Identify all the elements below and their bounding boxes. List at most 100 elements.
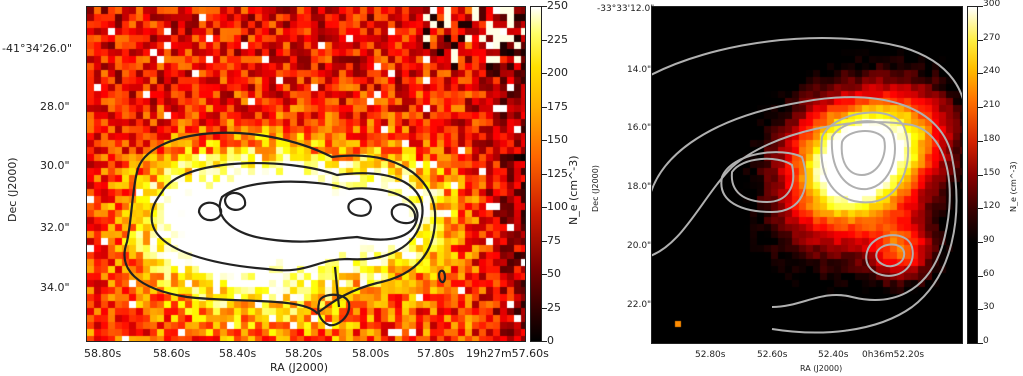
right-dec-tick: 16.0" <box>627 123 652 133</box>
left-colorbar-tick-mark <box>542 39 547 41</box>
right-ra-tick: 0h36m52.20s <box>862 350 925 360</box>
right-contour-line <box>830 120 896 191</box>
right-contours <box>652 37 962 334</box>
left-ra-tick: 19h27m57.60s <box>466 347 549 360</box>
right-density-image <box>652 7 962 343</box>
right-contour-line <box>865 234 914 277</box>
left-colorbar-label: N_e (cm^-3) <box>567 155 580 225</box>
left-colorbar-tick-label: 250 <box>547 0 568 12</box>
right-contour-line <box>652 96 958 334</box>
right-x-axis-title: RA (J2000) <box>800 364 843 373</box>
right-contour-line <box>840 130 886 177</box>
left-colorbar-tick-mark <box>542 173 547 175</box>
right-colorbar-tick-label: 90 <box>983 234 995 245</box>
left-contour-line <box>223 191 247 211</box>
left-dec-tick: 34.0" <box>40 281 70 294</box>
right-contour-line <box>720 151 807 214</box>
left-panel: -41°34'26.0" 28.0" 30.0" 32.0" 34.0" 58.… <box>2 0 580 374</box>
left-colorbar-tick-label: 175 <box>547 99 568 113</box>
right-contour-line <box>652 121 951 308</box>
left-colorbar-tick-mark <box>542 6 547 7</box>
left-colorbar-tick-label: 25 <box>547 300 561 314</box>
left-contour-line <box>347 197 372 217</box>
left-colorbar-tick-mark <box>542 240 547 242</box>
right-density-map <box>651 6 963 344</box>
left-ra-tick: 58.60s <box>153 347 191 360</box>
left-colorbar-tick-label: 50 <box>547 267 561 280</box>
right-colorbar-tick-label: 60 <box>983 268 995 279</box>
left-colorbar-tick-label: 0 <box>547 334 554 347</box>
right-contour-line <box>820 111 910 204</box>
left-contours <box>123 131 447 327</box>
right-contour-line <box>875 243 906 268</box>
right-colorbar-tick-label: 150 <box>983 167 1001 178</box>
left-dec-tick: 32.0" <box>40 221 70 234</box>
left-colorbar-tick-mark <box>542 106 547 108</box>
right-dec-tick: 20.0" <box>627 241 652 251</box>
right-dec-tick: 18.0" <box>627 182 652 192</box>
right-dec-tick: -33°33'12.0" <box>597 4 655 14</box>
right-colorbar-tick-label: 0 <box>983 336 989 346</box>
left-contour-line <box>317 293 351 327</box>
left-colorbar-tick-label: 200 <box>547 66 568 79</box>
left-contour-line <box>197 201 223 222</box>
left-ra-tick: 58.80s <box>84 347 122 360</box>
left-colorbar-tick-label: 125 <box>547 166 568 180</box>
right-colorbar-tick-label: 120 <box>983 201 1001 212</box>
right-dec-tick: 14.0" <box>627 65 652 75</box>
right-dec-tick: 22.0" <box>627 300 652 310</box>
right-colorbar-tick-label: 240 <box>983 66 1001 77</box>
left-ra-tick: 57.80s <box>417 347 455 360</box>
left-density-map <box>86 6 526 342</box>
left-ra-tick: 58.20s <box>285 347 323 360</box>
right-colorbar <box>967 6 978 344</box>
right-colorbar-tick-mark <box>978 6 983 7</box>
right-colorbar-tick-mark <box>978 309 983 311</box>
right-colorbar-tick-mark <box>978 343 983 344</box>
left-contour-line <box>390 203 417 225</box>
left-colorbar-tick-mark <box>542 73 547 74</box>
left-ra-tick: 58.00s <box>352 347 390 360</box>
right-colorbar-tick-mark <box>978 73 983 75</box>
right-colorbar-tick-mark <box>978 140 983 142</box>
left-colorbar-tick-label: 150 <box>547 133 568 146</box>
right-colorbar-tick-label: 210 <box>983 100 1001 111</box>
left-dec-tick: 30.0" <box>40 159 70 172</box>
right-colorbar-tick-mark <box>978 208 983 210</box>
left-x-axis-title: RA (J2000) <box>270 361 329 374</box>
right-contour-line <box>730 157 795 204</box>
left-dec-tick: -41°34'26.0" <box>2 42 73 55</box>
left-colorbar-tick-label: 225 <box>547 32 568 46</box>
right-colorbar-tick-label: 270 <box>983 32 1001 43</box>
right-colorbar-label: N_e (cm^-3) <box>1009 161 1018 212</box>
right-colorbar-tick-mark <box>978 39 983 41</box>
left-contour-line <box>333 266 341 308</box>
left-colorbar-tick-label: 100 <box>547 200 568 213</box>
right-colorbar-tick-label: 180 <box>983 133 1001 144</box>
right-ra-tick: 52.80s <box>695 350 726 360</box>
left-contour-line <box>123 131 437 315</box>
right-panel: -33°33'12.0" 14.0" 16.0" 18.0" 20.0" 22.… <box>585 0 1023 376</box>
left-colorbar-tick-mark <box>542 274 547 275</box>
left-y-axis-title: Dec (J2000) <box>6 157 19 222</box>
left-ra-tick: 58.40s <box>219 347 257 360</box>
right-y-axis-title: Dec (J2000) <box>591 165 600 212</box>
left-colorbar-tick-mark <box>542 341 547 342</box>
left-colorbar-tick-label: 75 <box>547 233 561 247</box>
right-colorbar-tick-mark <box>978 241 983 243</box>
right-ra-tick: 52.40s <box>818 350 849 360</box>
right-colorbar-tick-mark <box>978 174 983 176</box>
left-contour-line <box>150 162 424 272</box>
left-colorbar-tick-mark <box>542 307 547 309</box>
left-contour-line <box>437 269 447 284</box>
left-colorbar <box>530 6 542 342</box>
right-ra-tick: 52.60s <box>757 350 788 360</box>
left-contour-line <box>218 180 419 243</box>
right-colorbar-tick-mark <box>978 107 983 109</box>
left-density-image <box>87 7 525 341</box>
right-contour-line <box>652 37 962 100</box>
left-colorbar-tick-mark <box>542 140 547 141</box>
left-dec-tick: 28.0" <box>40 100 70 113</box>
right-colorbar-tick-mark <box>978 275 983 277</box>
left-colorbar-tick-mark <box>542 207 547 208</box>
